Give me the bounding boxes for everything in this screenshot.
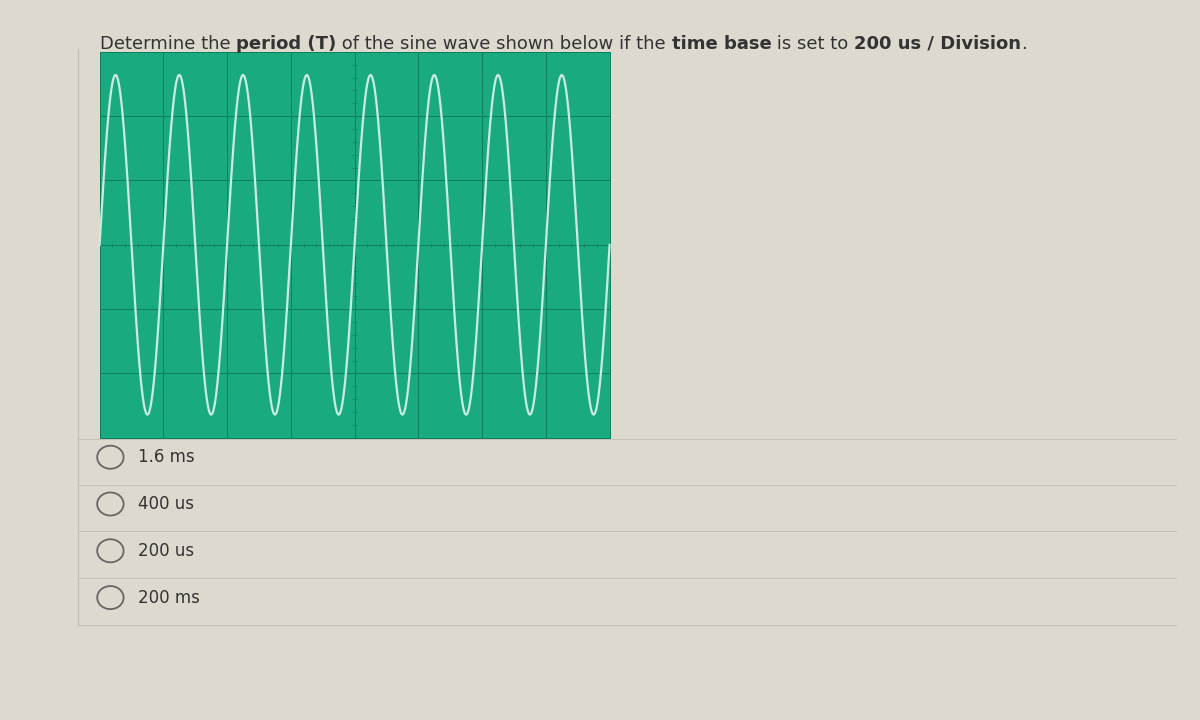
Text: 400 us: 400 us [138,495,194,513]
Text: of the sine wave shown below if the: of the sine wave shown below if the [336,35,672,53]
Text: 1.6 ms: 1.6 ms [138,448,194,467]
Text: 200 ms: 200 ms [138,588,200,606]
Text: .: . [1021,35,1027,53]
Text: period (T): period (T) [236,35,336,53]
Text: 200 us: 200 us [138,541,194,560]
Text: 200 us / Division: 200 us / Division [854,35,1021,53]
Bar [100,52,610,438]
Text: is set to: is set to [772,35,854,53]
Text: Determine the: Determine the [100,35,236,53]
Text: time base: time base [672,35,772,53]
